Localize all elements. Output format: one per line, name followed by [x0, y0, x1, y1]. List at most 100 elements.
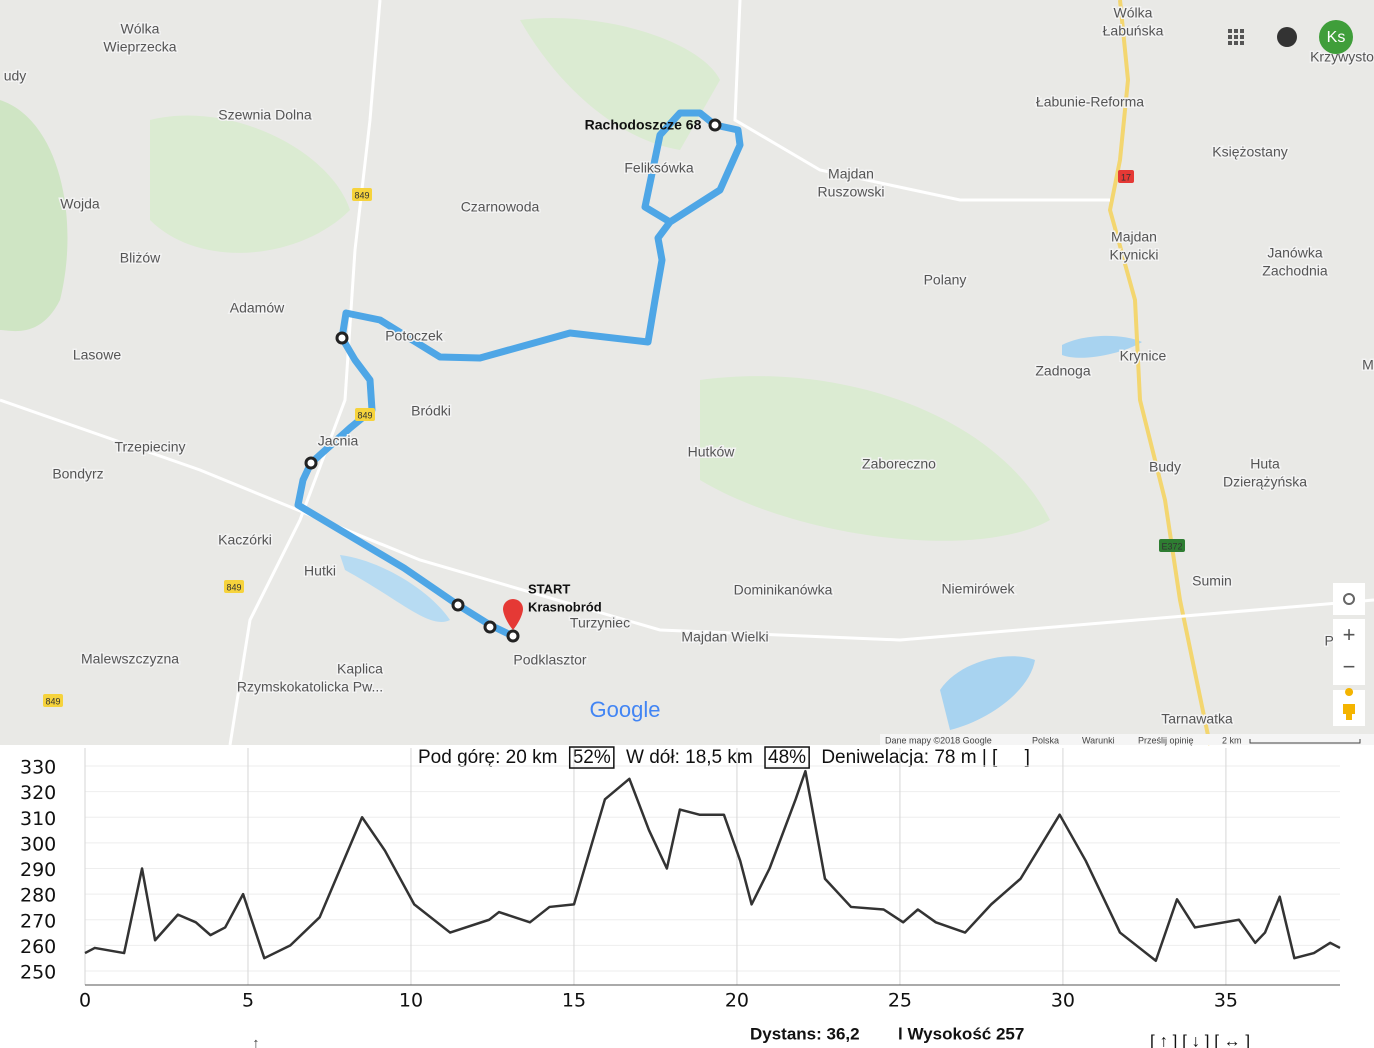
place-label: Łabunie-Reforma: [1036, 94, 1144, 110]
percent-box: [568, 746, 615, 769]
place-label: Jacnia: [318, 433, 359, 449]
road-sign: [1118, 170, 1134, 183]
place-label: Turzyniec: [570, 615, 630, 631]
forest: [150, 115, 350, 253]
view-buttons[interactable]: [ ↑ ] [ ↓ ] [ ↔ ]: [1150, 1031, 1250, 1048]
route-label: START: [528, 581, 570, 596]
x-tick-label: 10: [399, 990, 423, 1012]
zoom-control: [1333, 619, 1365, 685]
elevation-chart: Pod górę: 20 km 52% W dół: 18,5 km 48% D…: [20, 746, 1341, 1048]
road-sign-label: 849: [357, 410, 372, 420]
downhill: W dół: 18,5 km: [626, 747, 753, 768]
elevation-gain: Deniwelacja: 78 m | [: [821, 747, 998, 768]
place-label: Polany: [924, 272, 967, 288]
route-label: Rachodoszcze 68: [585, 117, 702, 133]
avatar-text: Ks: [1327, 29, 1346, 46]
road-sign-label: 17: [1121, 172, 1131, 182]
uphill: Pod górę: 20 km: [418, 747, 557, 768]
place-label: Krzywysto: [1310, 49, 1374, 65]
map-footer: [880, 734, 1374, 745]
y-tick-label: 310: [20, 808, 56, 830]
place-label: Kaczórki: [218, 532, 272, 548]
locate-button[interactable]: [1333, 583, 1365, 615]
attribution: Dane mapy ©2018 Google: [885, 735, 992, 745]
waypoint[interactable]: [335, 331, 349, 345]
map-footer-texts: Dane mapy ©2018 Google Polska Warunki Pr…: [885, 735, 1242, 745]
forest: [0, 100, 68, 332]
start-pin[interactable]: [503, 599, 523, 630]
plot-area: [84, 748, 1340, 985]
downhill-percent: 48%: [768, 747, 806, 768]
road-sign-label: 849: [226, 582, 241, 592]
scale-bar: [1249, 739, 1361, 744]
place-label: Zaboreczno: [862, 456, 936, 472]
footer-link[interactable]: Warunki: [1082, 735, 1115, 745]
road-sign: [224, 580, 244, 593]
lake: [340, 555, 450, 622]
notifications-icon[interactable]: [1277, 27, 1297, 47]
place-label: Ruszowski: [818, 184, 885, 200]
place-label: Rzymskokatolicka Pw...: [237, 679, 383, 695]
place-label: Wólka: [1114, 5, 1153, 21]
y-tick-label: 280: [20, 885, 56, 907]
waypoint[interactable]: [304, 456, 318, 470]
cursor-marker: ↑: [253, 1035, 260, 1048]
road-sign: [352, 188, 372, 201]
y-tick-label: 320: [20, 782, 56, 804]
distance: Dystans: 36,2: [750, 1024, 860, 1043]
zoom-in[interactable]: +: [1343, 622, 1356, 647]
place-label: Feliksówka: [624, 160, 693, 176]
place-label: Potoczek: [385, 328, 444, 344]
waypoint[interactable]: [483, 620, 497, 634]
y-tick-label: 330: [20, 757, 56, 779]
footer-link[interactable]: Polska: [1032, 735, 1059, 745]
place-label: Bondyrz: [52, 466, 103, 482]
apps-icon[interactable]: [1228, 29, 1244, 45]
zoom-out[interactable]: −: [1343, 654, 1356, 679]
altitude: l Wysokość 257: [898, 1024, 1024, 1043]
footer-link[interactable]: Prześlij opinię: [1138, 735, 1194, 745]
x-tick-label: 30: [1051, 990, 1075, 1012]
place-label: Czarnowoda: [461, 199, 540, 215]
place-label: M: [1362, 357, 1374, 373]
x-tick-label: 20: [725, 990, 749, 1012]
place-label: Malewszczyzna: [81, 651, 179, 667]
y-tick-label: 290: [20, 859, 56, 881]
place-label: udy: [4, 68, 27, 84]
percent-box: [764, 746, 810, 769]
place-label: Janówka: [1267, 245, 1322, 261]
place-label: Bródki: [411, 403, 451, 419]
route-label: Krasnobród: [528, 599, 602, 614]
x-tick-label: 0: [79, 990, 91, 1012]
place-label: Dzierążyńska: [1223, 474, 1307, 490]
waypoint[interactable]: [708, 118, 722, 132]
x-tick-label: 5: [242, 990, 254, 1012]
x-tick-label: 35: [1214, 990, 1238, 1012]
y-tick-label: 260: [20, 936, 56, 958]
place-label: Bliżów: [120, 250, 161, 266]
scale-label: 2 km: [1222, 735, 1242, 745]
place-label: Hutki: [304, 563, 336, 579]
waypoint[interactable]: [451, 598, 465, 612]
place-label: Księżostany: [1212, 144, 1287, 160]
place-label: Niemirówek: [941, 581, 1015, 597]
google-logo: Google: [590, 697, 661, 722]
y-tick-label: 300: [20, 833, 56, 855]
locate-icon: [1343, 593, 1355, 605]
waypoint[interactable]: [506, 629, 520, 643]
y-tick-label: 250: [20, 962, 56, 984]
place-label: Tarnawatka: [1161, 711, 1233, 727]
map: Wólka Wieprzecka udy Szewnia Dolna Wojda Czar…: [0, 0, 1374, 746]
place-label: Wieprzecka: [103, 39, 176, 55]
place-label: Wojda: [60, 196, 100, 212]
place-label: Majdan Wielki: [681, 629, 768, 645]
dropdown[interactable]: ]: [1025, 747, 1030, 768]
place-label: Sumin: [1192, 573, 1232, 589]
road: [1107, 0, 1212, 746]
pegman: [1343, 688, 1355, 720]
place-label: Zachodnia: [1262, 263, 1328, 279]
avatar[interactable]: [1319, 20, 1353, 54]
place-label: Huta: [1250, 456, 1280, 472]
profile-summary: Pod górę: 20 km 52% W dół: 18,5 km 48% D…: [418, 747, 1030, 768]
